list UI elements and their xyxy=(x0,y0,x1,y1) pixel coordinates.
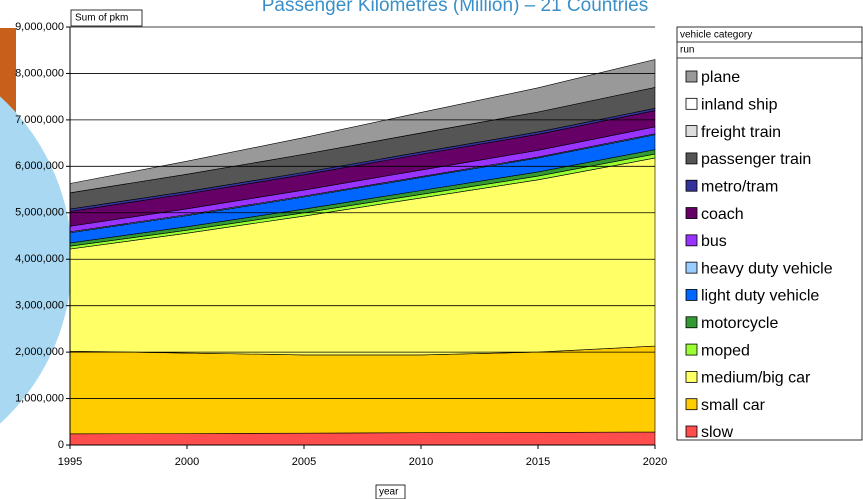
legend-label: inland ship xyxy=(701,97,778,114)
legend-label: motorcycle xyxy=(701,315,778,332)
legend-swatch xyxy=(685,207,698,219)
legend-swatch xyxy=(685,234,698,247)
decoration-circle xyxy=(0,96,72,424)
legend-label: medium/big car xyxy=(701,370,811,387)
x-tick-label: 2010 xyxy=(409,456,433,468)
x-field-button[interactable] xyxy=(375,484,406,499)
legend-swatch xyxy=(685,97,698,110)
axes: 0 1,000,000 2,000,000 3,000,000 4,000,000 5,0… xyxy=(15,21,667,468)
legend-title: vehicle category xyxy=(680,30,752,41)
legend xyxy=(676,26,863,441)
legend-label: metro/tram xyxy=(701,178,778,195)
x-tick-label: 2015 xyxy=(526,456,550,468)
legend-label: light duty vehicle xyxy=(701,288,819,305)
y-tick-label: 7,000,000 xyxy=(15,114,64,126)
legend-swatch xyxy=(685,152,698,165)
x-tick-label: 2005 xyxy=(292,456,316,468)
y-tick-label: 9,000,000 xyxy=(15,21,64,33)
legend-label: heavy duty vehicle xyxy=(701,260,833,277)
legend-entries: plane inland ship freight train passenger t… xyxy=(685,69,833,441)
area xyxy=(69,345,656,435)
legend-label: passenger train xyxy=(701,151,811,168)
y-tick-label: 2,000,000 xyxy=(15,346,64,358)
x-tick-label: 2000 xyxy=(175,456,199,468)
legend-swatch xyxy=(685,343,698,356)
y-axis-label: Sum of pkm xyxy=(75,13,128,24)
legend-swatch xyxy=(685,425,698,438)
legend-swatch xyxy=(685,179,698,192)
legend-swatch xyxy=(685,398,698,411)
y-tick-label: 0 xyxy=(58,439,64,451)
y-tick-label: 8,000,000 xyxy=(15,67,64,79)
legend-label: small car xyxy=(701,397,766,414)
legend-label: bus xyxy=(701,233,727,250)
legend-swatch xyxy=(685,70,698,83)
legend-swatch xyxy=(685,125,698,138)
legend-subtitle: run xyxy=(680,45,694,56)
legend-label: freight train xyxy=(701,124,781,141)
legend-swatch xyxy=(685,261,698,274)
y-field-button[interactable] xyxy=(70,9,143,27)
legend-label: moped xyxy=(701,342,750,359)
y-tick-label: 1,000,000 xyxy=(15,392,64,404)
legend-swatch xyxy=(685,289,698,301)
x-tick-label: 1995 xyxy=(58,456,82,468)
y-tick-label: 3,000,000 xyxy=(15,300,64,312)
legend-label: slow xyxy=(701,424,733,441)
y-tick-label: 5,000,000 xyxy=(15,207,64,219)
y-tick-label: 4,000,000 xyxy=(15,253,64,265)
x-axis-label: year xyxy=(379,487,399,498)
x-tick-label: 2020 xyxy=(643,456,667,468)
legend-label: plane xyxy=(701,69,740,86)
chart-title: Passenger Kilometres (Million) – 21 Coun… xyxy=(262,0,649,16)
y-tick-label: 6,000,000 xyxy=(15,160,64,172)
legend-swatch xyxy=(685,316,698,329)
legend-label: coach xyxy=(701,206,744,223)
legend-swatch xyxy=(685,370,698,383)
area xyxy=(69,59,656,194)
